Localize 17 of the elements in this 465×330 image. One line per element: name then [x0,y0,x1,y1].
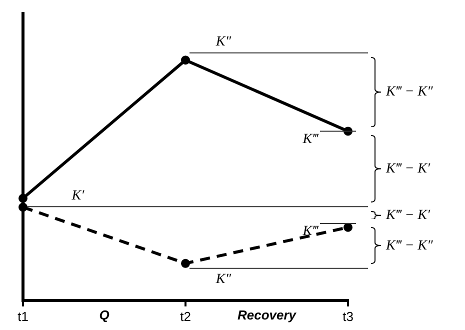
ref-line-label: K‴ [302,224,320,240]
text: K‴ − K′ [385,162,431,177]
point [181,258,190,268]
text: K‴ − K′ [385,208,431,223]
ref-line-label: K‴ [302,132,320,147]
x-tick-label: t2 [180,308,191,324]
ref-line-label: K″ [214,272,232,288]
text: Recovery [237,307,297,322]
x-tick-label: t3 [342,308,354,324]
text: K‴ − K″ [385,84,433,100]
point [181,56,190,65]
ref-line-label: K″ [214,34,232,50]
text: K‴ − K″ [385,238,433,254]
point [344,222,352,232]
text: Q [99,307,110,322]
ref-line-label: K′ [70,188,86,204]
x-tick-label: t1 [18,308,28,324]
